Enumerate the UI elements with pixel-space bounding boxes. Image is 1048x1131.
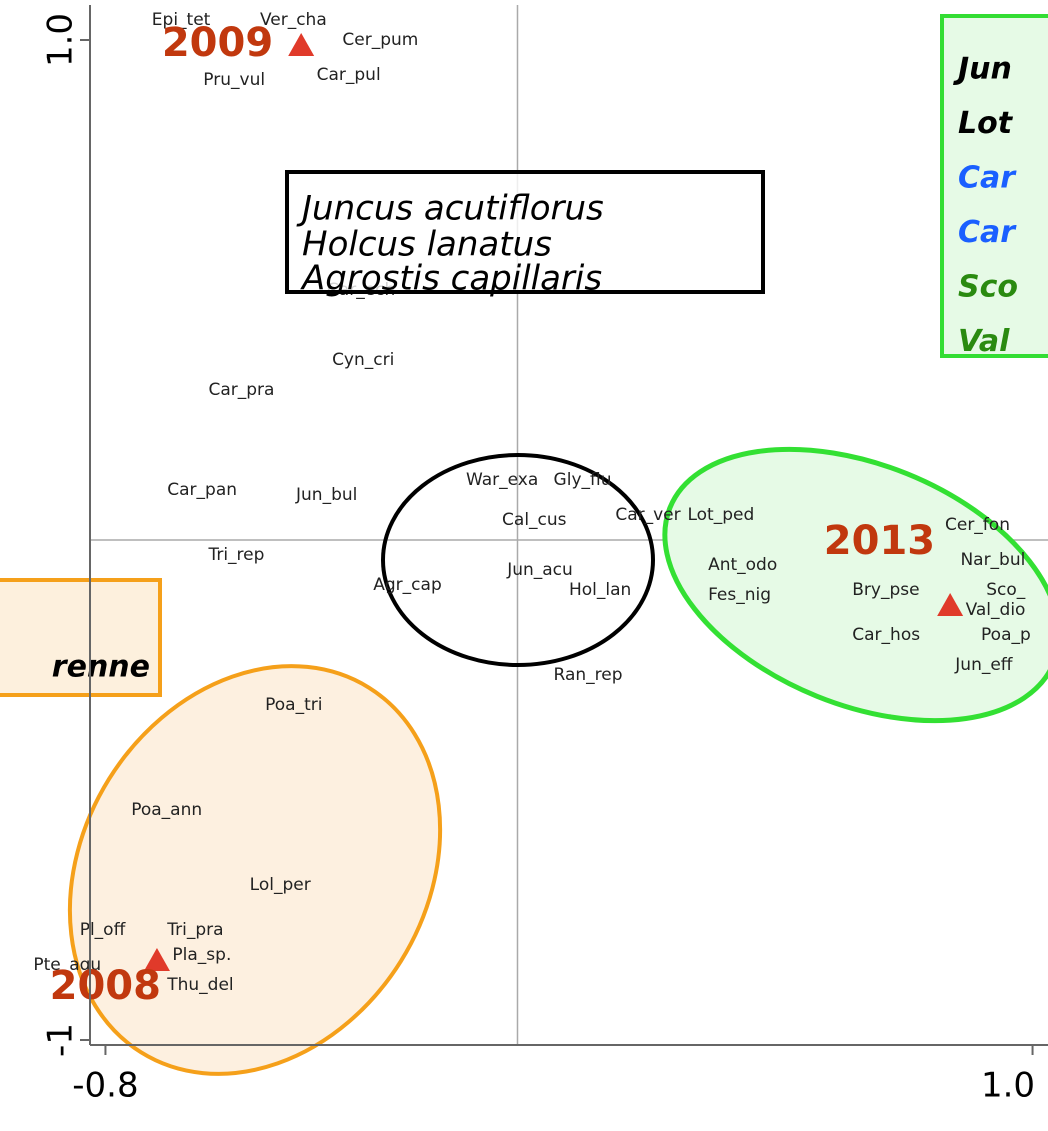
green-box-line: Car	[958, 215, 1017, 250]
species-label: Tri_pra	[166, 920, 223, 940]
site-label: 2008	[50, 963, 161, 1009]
species-label: Jun_eff	[954, 655, 1014, 675]
box-line: Agrostis capillaris	[300, 259, 602, 299]
species-label: Pla_sp.	[172, 945, 231, 965]
species-label: Lot_ped	[687, 505, 754, 525]
site-marker	[143, 948, 170, 971]
axes: -1 1.0 -0.8 1.0	[41, 5, 1048, 1106]
species-label: Ran_rep	[554, 665, 623, 685]
species-label: Car_pul	[317, 65, 381, 85]
box-line: Juncus acutiflorus	[296, 189, 604, 229]
species-label: Pl_off	[80, 920, 127, 940]
black-box	[285, 170, 765, 294]
green-box	[940, 14, 1048, 358]
species-label: Nar_bul	[960, 550, 1025, 570]
green-box-line: Jun	[953, 52, 1012, 87]
species-label: Ver_cha	[260, 10, 327, 30]
species-label: Poa_tri	[265, 695, 322, 715]
species-label: Thu_del	[166, 975, 233, 995]
y-tick-label: -1	[41, 1023, 81, 1057]
species-label: Car_pra	[208, 380, 274, 400]
box-line: Holcus lanatus	[302, 225, 552, 265]
site-marker	[937, 593, 964, 616]
cluster-2008	[67, 664, 443, 1076]
green-box-lines: Jun Lot Car Car Sco Val	[953, 52, 1018, 360]
species-label: Cer_fon	[945, 515, 1010, 535]
x-tick-label: -0.8	[72, 1066, 138, 1106]
site-label: 2013	[824, 518, 935, 564]
species-label: Bry_pse	[852, 580, 919, 600]
green-box-line: Car	[958, 161, 1017, 196]
species-label: Pru_vul	[203, 70, 265, 90]
species-label: Lol_per	[250, 875, 311, 895]
x-tick-label: 1.0	[981, 1066, 1035, 1106]
green-box-line: Lot	[958, 106, 1014, 141]
species-label: Jun_acu	[506, 560, 573, 580]
y-tick-label: 1.0	[41, 13, 81, 67]
species-label: Cer_pum	[342, 30, 418, 50]
species-label: Poa_ann	[131, 800, 202, 820]
species-label: Cal_cus	[502, 510, 567, 530]
species-label: War_exa	[466, 470, 538, 490]
species-label: Cyn_cri	[332, 350, 394, 370]
orange-box	[0, 578, 162, 697]
species-label: Tri_rep	[207, 545, 264, 565]
species-label: Ant_odo	[708, 555, 777, 575]
species-label: Poa_p	[981, 625, 1031, 645]
species-label: Car_ver	[615, 505, 680, 525]
species-label: Car_hos	[852, 625, 920, 645]
species-label: Val_dio	[966, 600, 1026, 620]
species-label: Hol_lan	[569, 580, 631, 600]
orange-box-text: renne	[52, 650, 150, 685]
site-marker	[288, 33, 315, 56]
site-label: 2009	[162, 20, 273, 66]
species-label: Agr_cap	[373, 575, 441, 595]
species-label: Fes_nig	[708, 585, 771, 605]
species-label: Epi_tet	[152, 10, 211, 30]
green-box-line: Sco	[958, 270, 1018, 305]
cluster-center	[381, 453, 655, 667]
green-box-line: Val	[958, 324, 1010, 359]
species-label: Pte_aqu	[33, 955, 101, 975]
species-label: Jun_bul	[295, 485, 357, 505]
species-label: Car_pan	[167, 480, 237, 500]
species-label: Sco_	[986, 580, 1026, 600]
cluster-2013	[662, 446, 1048, 724]
species-label: Gly_flu	[554, 470, 612, 490]
